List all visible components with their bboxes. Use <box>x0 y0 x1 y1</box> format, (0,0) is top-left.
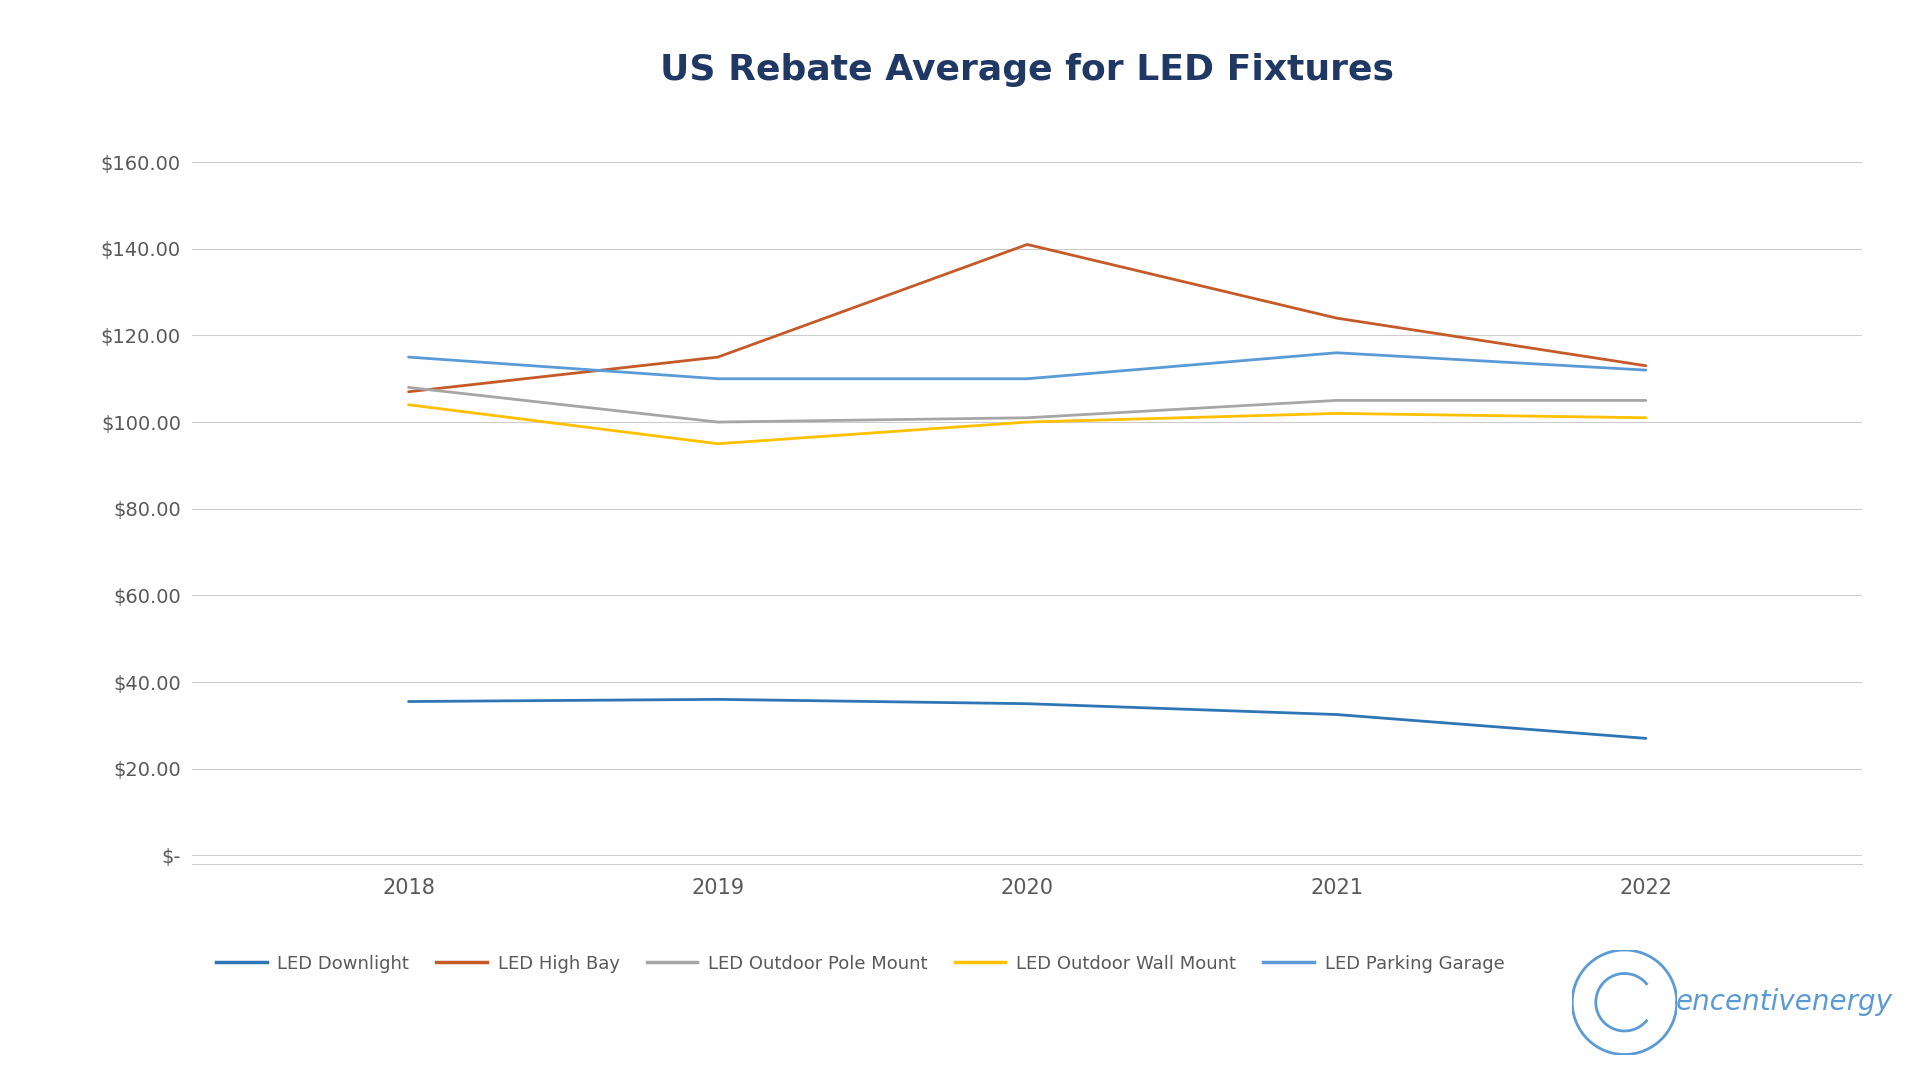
Text: encentivenergy: encentivenergy <box>1676 988 1893 1016</box>
Legend: LED Downlight, LED High Bay, LED Outdoor Pole Mount, LED Outdoor Wall Mount, LED: LED Downlight, LED High Bay, LED Outdoor… <box>209 947 1511 980</box>
Title: US Rebate Average for LED Fixtures: US Rebate Average for LED Fixtures <box>660 53 1394 86</box>
